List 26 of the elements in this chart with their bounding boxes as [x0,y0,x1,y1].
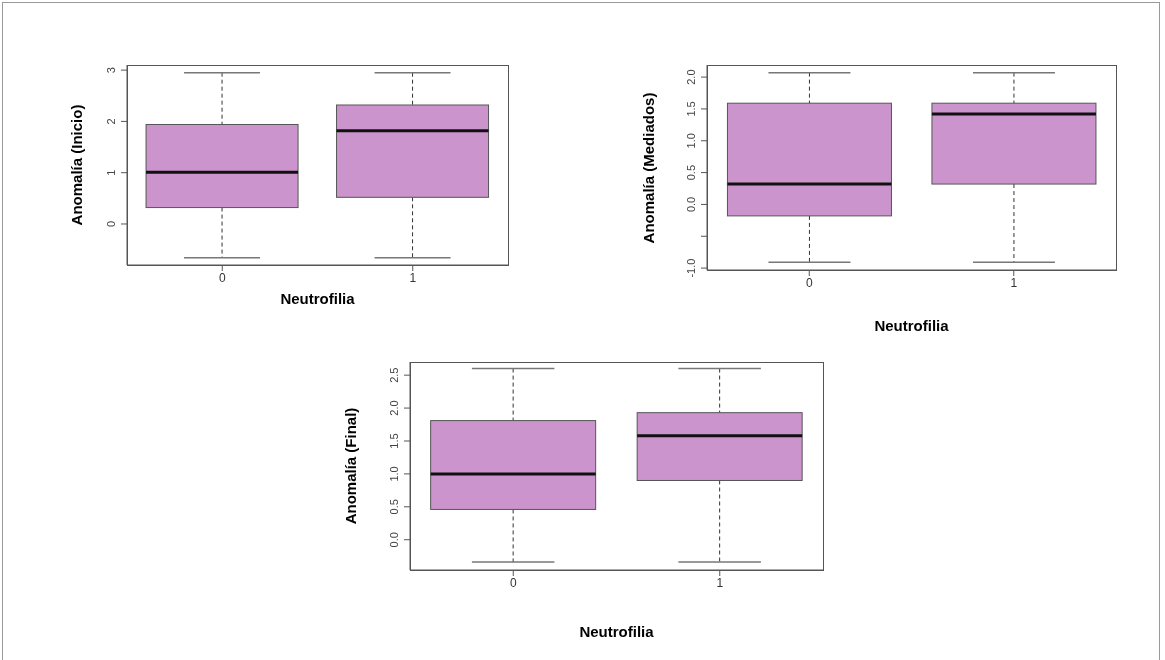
y-axis-title: Anomalía (Mediados) [640,91,658,245]
x-tick-label: 1 [409,270,417,285]
y-tick-label: 1 [105,169,117,176]
y-axis-title: Anomalía (Inicio) [68,103,86,228]
y-tick-label: 1.5 [685,101,697,117]
y-tick-label: 2 [105,118,117,125]
x-tick-label: 0 [805,275,813,290]
y-tick-label: 0.5 [685,164,697,181]
y-tick-label: 0.0 [388,532,400,548]
y-tick-label: 2.0 [685,69,697,85]
y-tick-label: -1.0 [685,258,697,278]
y-tick-label: 2.5 [388,367,400,383]
y-tick-label: 1.0 [685,133,697,149]
y-tick-label: 0.0 [685,196,697,213]
x-tick-label: 0 [218,270,226,285]
y-tick-label: 2.0 [388,400,400,416]
y-tick-label: 1.0 [388,466,400,482]
x-axis-title: Neutrofilia [279,290,356,307]
y-tick-label: 1.5 [388,433,400,449]
y-axis-title: Anomalía (Final) [342,406,360,527]
x-axis-title: Neutrofilia [578,623,655,640]
x-tick-label: 1 [1010,275,1018,290]
y-tick-label: 0.5 [388,499,400,515]
y-tick-label: 3 [105,67,117,74]
y-tick-label: 0 [105,220,117,228]
x-axis-title: Neutrofilia [873,317,950,334]
